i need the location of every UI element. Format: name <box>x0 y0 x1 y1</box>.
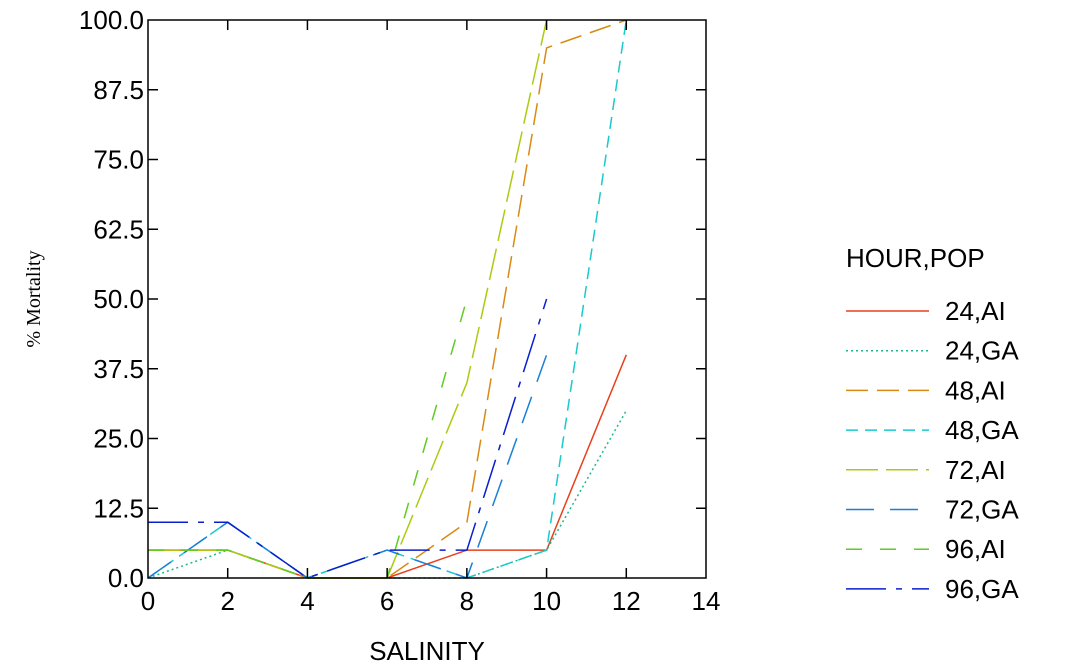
x-tick-label: 8 <box>460 586 474 616</box>
y-tick-label: 87.5 <box>93 75 144 105</box>
ticks-layer: 0 2 4 6 8 10 12 14 0.0 12.5 25.0 37.5 50.0 62.5 75.0 87… <box>79 5 721 616</box>
x-axis-title: SALINITY <box>369 636 485 666</box>
y-tick-label: 12.5 <box>93 493 144 523</box>
x-tick-label: 14 <box>692 586 721 616</box>
y-tick-label: 25.0 <box>93 424 144 454</box>
legend: HOUR,POP 24,AI 24,GA 48,AI 48,GA 72,AI 72,GA 9… <box>846 243 1019 604</box>
legend-title: HOUR,POP <box>846 243 985 273</box>
y-tick-label: 50.0 <box>93 284 144 314</box>
y-tick-label: 75.0 <box>93 145 144 175</box>
series-line-72-ai <box>148 19 548 579</box>
series-line-48-ga <box>147 19 628 579</box>
plot-frame <box>147 19 707 579</box>
y-axis-title: % Mortality <box>23 250 45 347</box>
y-tick-label: 100.0 <box>79 5 144 35</box>
x-tick-label: 2 <box>220 586 234 616</box>
legend-label: 24,AI <box>945 296 1006 326</box>
legend-label: 48,AI <box>945 375 1006 405</box>
x-tick-label: 10 <box>532 586 561 616</box>
x-tick-label: 6 <box>380 586 394 616</box>
x-tick-label: 0 <box>141 586 155 616</box>
series-line-96-ai <box>148 298 468 579</box>
legend-label: 72,GA <box>945 495 1019 525</box>
series-layer <box>147 19 628 579</box>
legend-label: 24,GA <box>945 336 1019 366</box>
legend-label: 48,GA <box>945 415 1019 445</box>
legend-label: 72,AI <box>945 455 1006 485</box>
legend-label: 96,AI <box>945 534 1006 564</box>
y-tick-label: 62.5 <box>93 214 144 244</box>
series-line-96-ga <box>148 298 548 579</box>
series-line-24-ai <box>148 354 627 579</box>
y-tick-label: 37.5 <box>93 354 144 384</box>
series-line-72-ga <box>147 354 548 579</box>
legend-label: 96,GA <box>945 574 1019 604</box>
x-tick-label: 12 <box>612 586 641 616</box>
x-tick-label: 4 <box>300 586 314 616</box>
y-tick-label: 0.0 <box>108 563 144 593</box>
